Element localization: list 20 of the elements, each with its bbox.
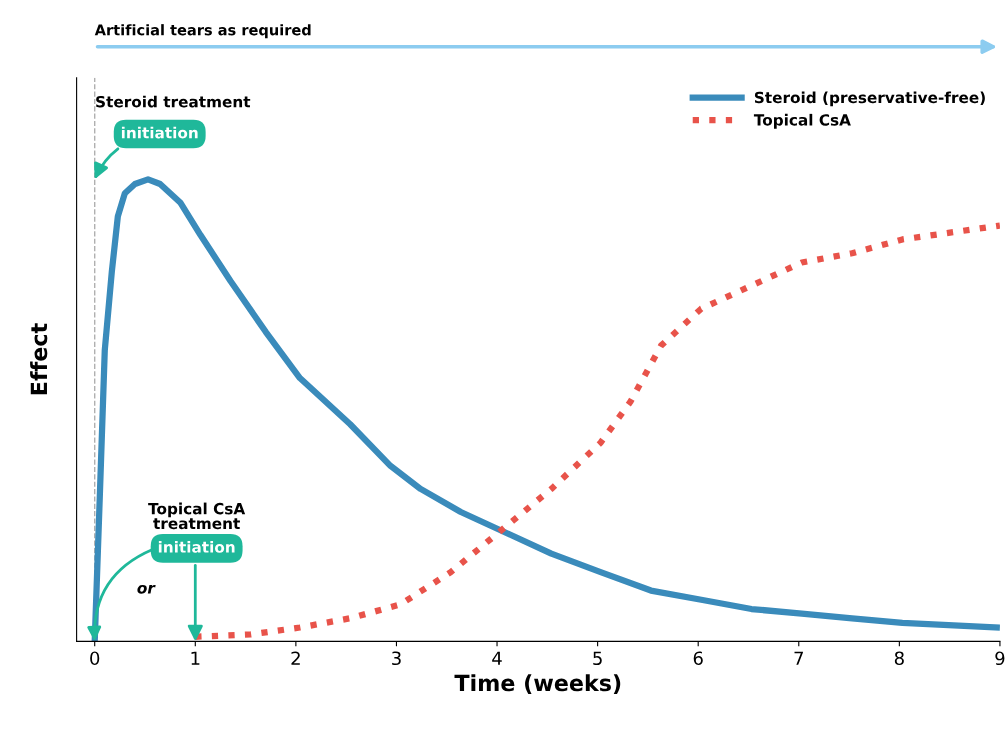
x-tick-label: 3 bbox=[392, 651, 401, 666]
annotation: or bbox=[137, 584, 156, 594]
legend-label: Topical CsA bbox=[753, 113, 851, 129]
x-tick-label: 5 bbox=[593, 651, 602, 666]
annotation: initiation bbox=[121, 126, 198, 139]
text: Artificial tears as required bbox=[94, 24, 311, 39]
x-tick-label: 2 bbox=[291, 651, 300, 665]
x-tick-label: 1 bbox=[191, 651, 200, 665]
x-tick-label: 0 bbox=[90, 651, 100, 666]
x-tick-label: 6 bbox=[693, 651, 703, 666]
x-tick-label: 9 bbox=[995, 651, 1005, 666]
y-axis-title: Effect bbox=[30, 323, 48, 395]
x-axis-title: Time (weeks) bbox=[454, 674, 621, 694]
x-tick-label: 7 bbox=[794, 651, 803, 665]
annotation: initiation bbox=[158, 540, 235, 553]
legend-label: Steroid (preservative-free) bbox=[754, 91, 985, 107]
x-tick-label: 8 bbox=[894, 651, 904, 666]
x-tick-label: 4 bbox=[492, 651, 502, 665]
text: Steroid treatment bbox=[96, 95, 251, 108]
annotation: Topical CsA treatment bbox=[148, 502, 246, 530]
